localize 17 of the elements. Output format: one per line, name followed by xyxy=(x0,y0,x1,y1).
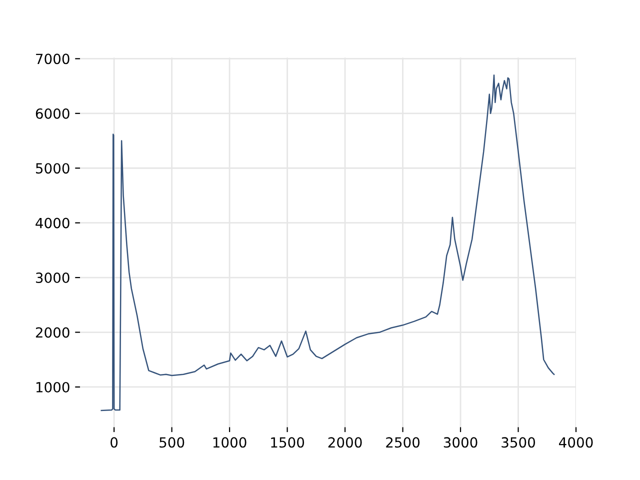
x-tick-label: 3000 xyxy=(444,437,478,448)
line-series xyxy=(100,74,555,412)
y-tick-label: 6000 xyxy=(36,108,70,119)
y-tick-label: 1000 xyxy=(36,382,70,392)
x-tick-label: 4000 xyxy=(559,437,593,448)
x-tick-label: 2000 xyxy=(328,437,362,448)
x-tick-label: 1000 xyxy=(213,437,246,448)
x-tick-label: 0 xyxy=(110,437,118,448)
y-tick-label: 5000 xyxy=(36,163,70,174)
y-tick-label: 4000 xyxy=(36,218,70,228)
y-tick-label: 3000 xyxy=(36,272,70,284)
x-tick-label: 500 xyxy=(160,437,184,448)
y-tick-label: 7000 xyxy=(36,54,70,64)
y-tick-label: 2000 xyxy=(36,327,70,338)
x-tick-label: 2500 xyxy=(386,437,420,448)
x-tick-label: 3500 xyxy=(502,437,536,448)
x-tick-label: 1500 xyxy=(271,437,304,448)
